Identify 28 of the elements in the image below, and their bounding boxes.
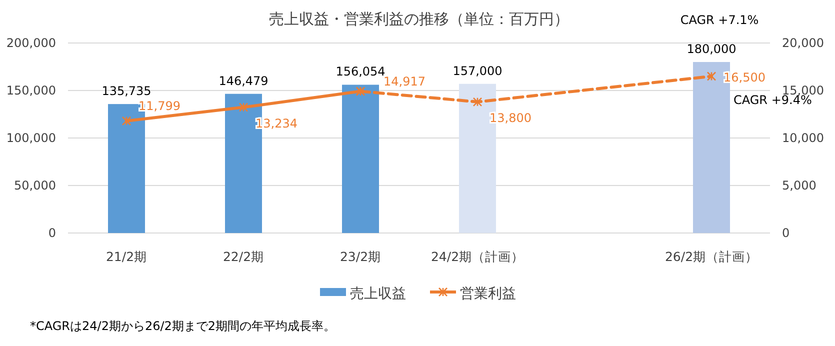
y2-tick-label: 10,000 <box>782 131 824 145</box>
data-label: 13,800 <box>490 110 532 125</box>
data-label: 135,735 <box>102 84 152 98</box>
x-tick-label: 21/2期 <box>106 249 148 264</box>
y-tick-label: 50,000 <box>14 178 56 192</box>
data-label: 157,000 <box>452 64 502 78</box>
x-tick-label: 23/2期 <box>340 249 382 264</box>
y2-tick-label: 15,000 <box>782 84 824 98</box>
x-tick-label: 22/2期 <box>222 249 264 264</box>
legend-label: 営業利益 <box>460 286 516 302</box>
y2-tick-label: 0 <box>782 226 790 240</box>
y2-tick-label: 5,000 <box>782 178 816 192</box>
data-label: 180,000 <box>686 42 736 56</box>
chart-title: 売上収益・営業利益の推移（単位：百万円） <box>269 10 569 28</box>
text: CAGR +7.1% <box>680 13 759 27</box>
data-label: 146,479 <box>218 74 268 88</box>
data-label: 156,054 <box>336 64 386 79</box>
text: *CAGRは24/2期から26/2期まで2期間の年平均成長率。 <box>30 319 336 333</box>
y-tick-label: 150,000 <box>6 84 56 98</box>
data-label: 14,917 <box>384 74 426 88</box>
y2-tick-label: 20,000 <box>782 36 824 50</box>
x-tick-label: 24/2期（計画） <box>430 249 524 264</box>
data-label: 16,500 <box>724 70 766 84</box>
legend-label: 売上収益 <box>350 286 406 302</box>
y-tick-label: 200,000 <box>6 36 56 50</box>
x-tick-label: 26/2期（計画） <box>664 249 758 264</box>
y-tick-label: 100,000 <box>6 131 56 145</box>
y-tick-label: 0 <box>48 226 56 240</box>
